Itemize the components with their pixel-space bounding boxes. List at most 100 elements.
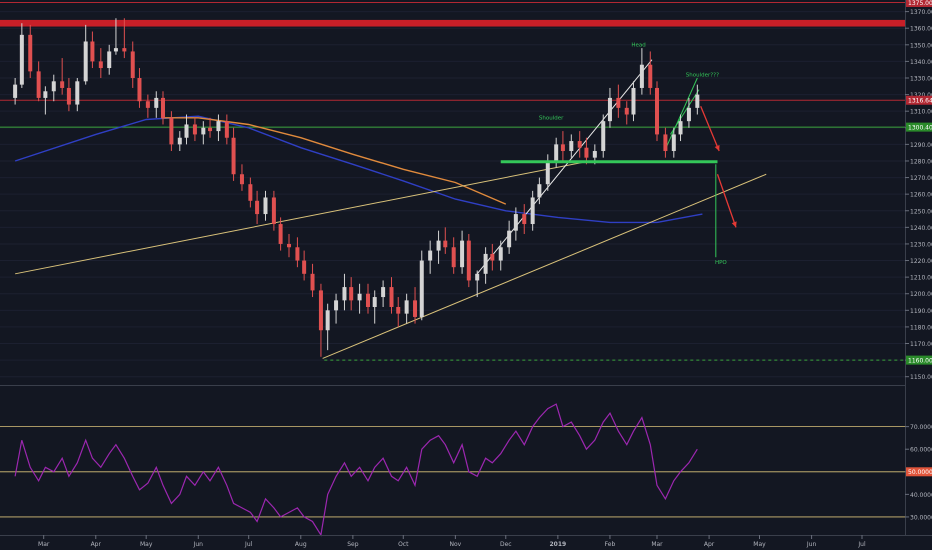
price-pane[interactable]: Head Shoulder Shoulder??? HPO [0, 1, 905, 378]
candle [372, 290, 377, 324]
candle [239, 164, 244, 191]
candle-body [663, 134, 668, 152]
candle-body [530, 197, 535, 225]
candle-body [192, 124, 197, 135]
candle [177, 131, 182, 152]
candle-body [145, 101, 150, 108]
rsi-value-label-box [906, 467, 932, 477]
candle-body [483, 253, 488, 274]
candle-body [655, 87, 660, 135]
price-axis-tick: 1150.00 [905, 374, 932, 381]
candle [389, 277, 394, 314]
price-axis-tick: 1260.00 [905, 192, 932, 199]
time-axis-tick: Jul [244, 535, 253, 548]
candle [113, 18, 118, 55]
candle [601, 114, 606, 158]
price-label-box [906, 122, 932, 132]
price-axis-tick: 1350.00 [905, 42, 932, 49]
arrow [700, 105, 720, 152]
candle [66, 77, 71, 112]
candle-body [554, 144, 559, 161]
candle-body [239, 174, 244, 185]
candle-body [466, 240, 471, 281]
candle [671, 127, 676, 158]
price-axis-tick-label: 1340.00 [910, 59, 932, 66]
rsi-axis-tick: 40.0000 [905, 492, 932, 499]
candle [216, 114, 221, 142]
candle-body [686, 107, 691, 122]
candle [271, 190, 276, 231]
price-axis-tick-label: 1260.00 [910, 192, 932, 199]
price-axis-tick-label: 1330.00 [910, 75, 932, 82]
candle-body [325, 310, 330, 331]
candle [560, 131, 565, 161]
price-axis-background [905, 0, 932, 535]
candle-body [490, 253, 495, 261]
candle [357, 283, 362, 314]
price-axis-tick: 1290.00 [905, 142, 932, 149]
candle-body [278, 224, 283, 244]
candle [631, 81, 636, 122]
price-axis-tick: 1320.00 [905, 92, 932, 99]
price-label-text: 1316.64 [908, 98, 932, 105]
arrow-shaft [700, 105, 720, 152]
time-axis-tick-label: Sep [347, 541, 359, 548]
price-axis-tick: 1170.00 [905, 341, 932, 348]
candle [83, 24, 88, 85]
trendline [322, 173, 767, 359]
price-axis-tick: 1310.00 [905, 109, 932, 116]
annotation-label: Shoulder??? [686, 72, 719, 78]
candle [145, 94, 150, 118]
candle [295, 237, 300, 268]
time-axis-tick-label: Dec [500, 541, 512, 548]
price-axis-tick-label: 1150.00 [910, 374, 932, 381]
candle [513, 207, 518, 241]
rsi-axis-tick-label: 40.0000 [910, 492, 932, 499]
candle-body [671, 134, 676, 152]
time-axis[interactable]: Mar Apr May Jun Jul Aug Sep Oct Nov Dec 2019 Feb Mar… [38, 535, 866, 548]
time-axis-tick-label: May [753, 541, 766, 548]
horizontal-levels [0, 1, 905, 361]
candle [404, 293, 409, 324]
candle [443, 227, 448, 254]
rsi-line [14, 403, 698, 537]
candle-body [51, 81, 56, 92]
candle-body [631, 87, 636, 115]
candle [90, 31, 95, 69]
price-axis-tick-label: 1250.00 [910, 208, 932, 215]
price-label: 1300.40 [906, 122, 932, 132]
candle-body [648, 64, 653, 88]
candle-body [498, 247, 503, 261]
trendline [664, 77, 698, 150]
candle [678, 114, 683, 142]
candle-body [560, 144, 565, 152]
price-axis-tick: 1270.00 [905, 175, 932, 182]
candle-body [107, 51, 112, 69]
candle-body [201, 127, 206, 135]
trendline [476, 59, 653, 275]
rsi-pane[interactable] [0, 403, 905, 537]
candle-body [451, 247, 456, 268]
candle-body [404, 300, 409, 314]
price-axis-tick-label: 1270.00 [910, 175, 932, 182]
candle [160, 91, 165, 125]
candle [224, 114, 229, 145]
candle-body [216, 121, 221, 132]
moving-averages [14, 115, 703, 224]
candle-body [349, 287, 354, 301]
candle-body [28, 34, 33, 72]
candle [342, 273, 347, 311]
candle-body [263, 197, 268, 215]
candle-body [624, 107, 629, 115]
rsi-axis-tick-label: 60.0000 [910, 447, 932, 454]
rsi-axis[interactable]: 70.000060.000050.000040.000030.000050.00… [905, 424, 932, 521]
candle-body [357, 293, 362, 301]
price-axis[interactable]: 1370.00 1360.00 1350.00 1340.00 1330.00 1320.… [905, 9, 932, 381]
candle [381, 280, 386, 308]
price-label: 1316.64 [906, 95, 932, 105]
candle-body [169, 117, 174, 145]
price-axis-tick-label: 1180.00 [910, 324, 932, 331]
candle-body [231, 137, 236, 175]
candle-body [537, 184, 542, 198]
